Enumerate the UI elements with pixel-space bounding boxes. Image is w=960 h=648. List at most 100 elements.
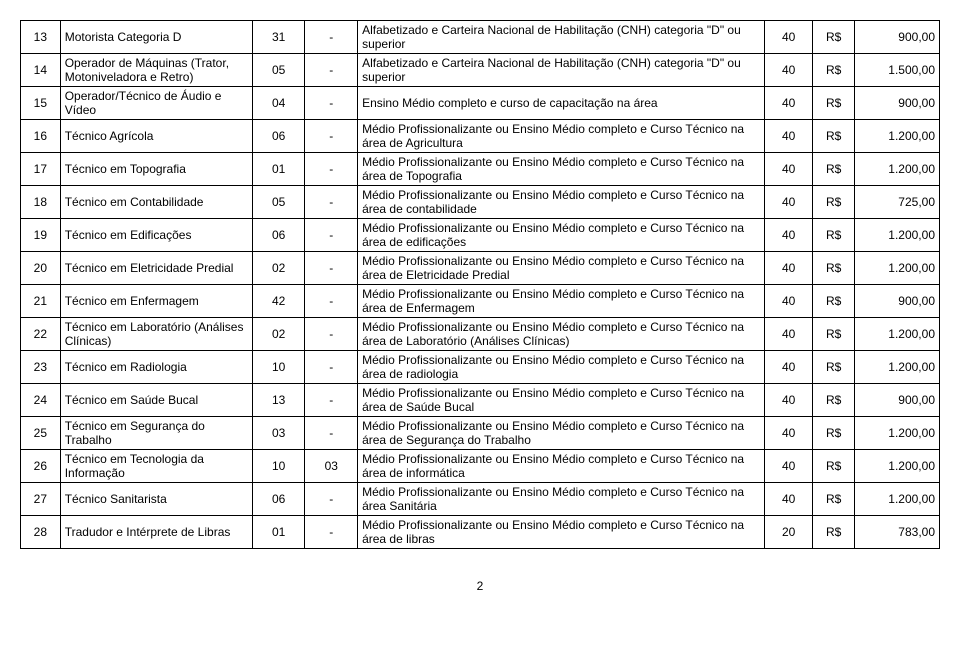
val-cell: 900,00	[855, 384, 940, 417]
req-cell: Médio Profissionalizante ou Ensino Médio…	[358, 450, 765, 483]
rs-cell: R$	[813, 285, 855, 318]
q1-cell: 04	[252, 87, 305, 120]
val-cell: 1.500,00	[855, 54, 940, 87]
cargo-cell: Técnico em Edificações	[60, 219, 252, 252]
cargo-cell: Técnico em Contabilidade	[60, 186, 252, 219]
row-number: 15	[21, 87, 61, 120]
ch-cell: 40	[764, 252, 812, 285]
val-cell: 900,00	[855, 87, 940, 120]
row-number: 24	[21, 384, 61, 417]
table-row: 14Operador de Máquinas (Trator, Motonive…	[21, 54, 940, 87]
val-cell: 1.200,00	[855, 219, 940, 252]
ch-cell: 40	[764, 450, 812, 483]
ch-cell: 40	[764, 54, 812, 87]
cargo-cell: Técnico Sanitarista	[60, 483, 252, 516]
row-number: 22	[21, 318, 61, 351]
val-cell: 1.200,00	[855, 450, 940, 483]
q2-cell: -	[305, 285, 358, 318]
rs-cell: R$	[813, 384, 855, 417]
table-row: 13Motorista Categoria D31-Alfabetizado e…	[21, 21, 940, 54]
ch-cell: 40	[764, 351, 812, 384]
req-cell: Médio Profissionalizante ou Ensino Médio…	[358, 153, 765, 186]
rs-cell: R$	[813, 120, 855, 153]
rs-cell: R$	[813, 87, 855, 120]
table-row: 21Técnico em Enfermagem42-Médio Profissi…	[21, 285, 940, 318]
req-cell: Médio Profissionalizante ou Ensino Médio…	[358, 384, 765, 417]
q1-cell: 06	[252, 483, 305, 516]
rs-cell: R$	[813, 450, 855, 483]
table-row: 24Técnico em Saúde Bucal13-Médio Profiss…	[21, 384, 940, 417]
val-cell: 1.200,00	[855, 153, 940, 186]
q1-cell: 01	[252, 153, 305, 186]
req-cell: Médio Profissionalizante ou Ensino Médio…	[358, 483, 765, 516]
row-number: 13	[21, 21, 61, 54]
row-number: 18	[21, 186, 61, 219]
cargo-cell: Técnico em Radiologia	[60, 351, 252, 384]
rs-cell: R$	[813, 186, 855, 219]
val-cell: 1.200,00	[855, 318, 940, 351]
req-cell: Médio Profissionalizante ou Ensino Médio…	[358, 120, 765, 153]
table-row: 22Técnico em Laboratório (Análises Clíni…	[21, 318, 940, 351]
val-cell: 783,00	[855, 516, 940, 549]
table-row: 20Técnico em Eletricidade Predial02-Médi…	[21, 252, 940, 285]
rs-cell: R$	[813, 219, 855, 252]
q2-cell: -	[305, 219, 358, 252]
val-cell: 1.200,00	[855, 483, 940, 516]
table-row: 18Técnico em Contabilidade05-Médio Profi…	[21, 186, 940, 219]
rs-cell: R$	[813, 153, 855, 186]
q2-cell: -	[305, 516, 358, 549]
q2-cell: -	[305, 417, 358, 450]
page-number: 2	[20, 579, 940, 593]
table-row: 19Técnico em Edificações06-Médio Profiss…	[21, 219, 940, 252]
cargo-cell: Técnico em Segurança do Trabalho	[60, 417, 252, 450]
q2-cell: -	[305, 120, 358, 153]
row-number: 28	[21, 516, 61, 549]
q1-cell: 31	[252, 21, 305, 54]
ch-cell: 40	[764, 21, 812, 54]
val-cell: 900,00	[855, 21, 940, 54]
q1-cell: 05	[252, 186, 305, 219]
val-cell: 900,00	[855, 285, 940, 318]
ch-cell: 40	[764, 384, 812, 417]
cargo-cell: Motorista Categoria D	[60, 21, 252, 54]
rs-cell: R$	[813, 318, 855, 351]
cargo-cell: Técnico em Topografia	[60, 153, 252, 186]
q1-cell: 05	[252, 54, 305, 87]
table-row: 17Técnico em Topografia01-Médio Profissi…	[21, 153, 940, 186]
row-number: 21	[21, 285, 61, 318]
req-cell: Médio Profissionalizante ou Ensino Médio…	[358, 351, 765, 384]
q2-cell: -	[305, 87, 358, 120]
req-cell: Médio Profissionalizante ou Ensino Médio…	[358, 219, 765, 252]
q2-cell: -	[305, 21, 358, 54]
table-row: 23Técnico em Radiologia10-Médio Profissi…	[21, 351, 940, 384]
row-number: 25	[21, 417, 61, 450]
rs-cell: R$	[813, 516, 855, 549]
cargo-cell: Operador/Técnico de Áudio e Vídeo	[60, 87, 252, 120]
val-cell: 725,00	[855, 186, 940, 219]
ch-cell: 40	[764, 120, 812, 153]
q1-cell: 10	[252, 450, 305, 483]
rs-cell: R$	[813, 483, 855, 516]
q1-cell: 02	[252, 318, 305, 351]
ch-cell: 40	[764, 186, 812, 219]
val-cell: 1.200,00	[855, 417, 940, 450]
table-row: 16Técnico Agrícola06-Médio Profissionali…	[21, 120, 940, 153]
req-cell: Médio Profissionalizante ou Ensino Médio…	[358, 252, 765, 285]
ch-cell: 40	[764, 87, 812, 120]
req-cell: Médio Profissionalizante ou Ensino Médio…	[358, 186, 765, 219]
cargo-cell: Técnico em Tecnologia da Informação	[60, 450, 252, 483]
q1-cell: 02	[252, 252, 305, 285]
row-number: 17	[21, 153, 61, 186]
table-row: 15Operador/Técnico de Áudio e Vídeo04-En…	[21, 87, 940, 120]
ch-cell: 40	[764, 153, 812, 186]
q1-cell: 10	[252, 351, 305, 384]
cargo-cell: Técnico em Eletricidade Predial	[60, 252, 252, 285]
row-number: 27	[21, 483, 61, 516]
req-cell: Ensino Médio completo e curso de capacit…	[358, 87, 765, 120]
cargo-cell: Tradudor e Intérprete de Libras	[60, 516, 252, 549]
cargo-cell: Técnico em Laboratório (Análises Clínica…	[60, 318, 252, 351]
q2-cell: -	[305, 186, 358, 219]
val-cell: 1.200,00	[855, 252, 940, 285]
req-cell: Médio Profissionalizante ou Ensino Médio…	[358, 318, 765, 351]
table-row: 27Técnico Sanitarista06-Médio Profission…	[21, 483, 940, 516]
